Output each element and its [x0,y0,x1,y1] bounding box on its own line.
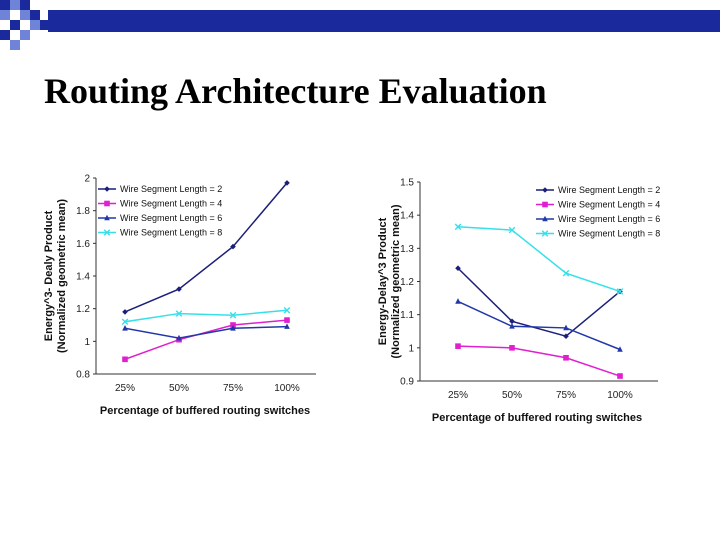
data-point [121,318,129,326]
legend-label: Wire Segment Length = 8 [558,229,660,239]
legend-label: Wire Segment Length = 2 [558,185,660,195]
data-point [230,324,236,331]
y-tick-label: 0.9 [400,377,414,388]
data-point [284,180,290,186]
data-point [122,309,128,315]
y-tick-label: 2 [84,174,90,185]
x-tick-label: 100% [274,383,300,394]
legend-marker [104,186,110,192]
corner-squares-decoration [0,0,60,50]
y-axis-title: Energy^3- Dealy Product [43,210,55,341]
data-point [122,324,128,331]
data-point [230,243,236,250]
data-point [454,223,462,231]
x-tick-label: 25% [448,390,468,401]
series-line [124,319,288,361]
series-line [457,345,621,377]
series-line [457,267,621,338]
x-tick-label: 50% [169,383,189,394]
data-point [229,311,237,319]
legend-label: Wire Segment Length = 6 [558,214,660,224]
x-tick-label: 25% [115,383,135,394]
legend-label: Wire Segment Length = 4 [558,200,660,210]
legend-marker [103,229,111,236]
legend-marker [541,230,549,237]
chart-right: 0.9 1 1.1 1.2 1.3 1.4 1.5 25% 50% 75% 100% Percenta… [377,178,660,425]
legend-marker [542,215,548,222]
y-axis-title: (Normalized geometric mean) [390,204,402,358]
data-point [176,334,182,341]
data-point [617,346,623,352]
data-point [562,269,570,277]
data-point [175,310,183,317]
data-point [563,354,569,361]
chart-left: 0.8 1 1.2 1.4 1.6 1.8 2 25% 50% 75% 100% Percentage… [43,174,316,417]
data-point [617,373,623,379]
data-point [455,298,461,304]
data-point [283,307,291,314]
data-point [509,322,515,329]
y-tick-label: 1.4 [400,211,414,222]
y-tick-label: 1 [408,343,414,354]
x-tick-label: 100% [607,390,633,401]
data-point [122,356,128,363]
y-tick-label: 1.8 [76,206,90,217]
legend-label: Wire Segment Length = 8 [120,228,222,238]
y-tick-label: 0.8 [76,370,90,381]
y-tick-label: 1 [84,337,90,348]
data-point [509,345,515,351]
legend-marker [542,187,548,193]
series-line [457,226,621,293]
data-point [455,343,461,349]
header-bar [48,10,720,32]
x-tick-label: 50% [502,390,522,401]
y-axis-title: Energy-Delay^3 Product [377,217,389,345]
y-tick-label: 1.5 [400,178,414,189]
y-tick-label: 1.2 [76,304,90,315]
series-line [124,309,288,323]
y-tick-label: 1.4 [76,272,90,283]
legend-label: Wire Segment Length = 4 [120,199,222,209]
data-point [563,324,569,331]
series-line [124,325,288,339]
data-point [616,288,624,295]
y-tick-label: 1.3 [400,244,414,255]
data-point [284,323,290,329]
x-tick-label: 75% [556,390,576,401]
data-point [455,265,461,272]
legend-label: Wire Segment Length = 6 [120,213,222,223]
series-line [124,182,288,313]
y-tick-label: 1.6 [76,239,90,250]
legend-marker [104,214,110,221]
series-line [457,300,621,351]
data-point [508,226,516,234]
x-axis-title: Percentage of buffered routing switches [432,412,642,424]
x-axis-title: Percentage of buffered routing switches [100,405,310,417]
data-point [284,317,290,323]
y-axis-title: (Normalized geometric mean) [56,199,68,353]
y-tick-label: 1.2 [400,277,414,288]
legend-marker [542,201,548,208]
x-tick-label: 75% [223,383,243,394]
legend-label: Wire Segment Length = 2 [120,184,222,194]
y-tick-label: 1.1 [400,310,414,321]
legend-marker [104,200,110,207]
slide-title: Routing Architecture Evaluation [44,71,547,111]
